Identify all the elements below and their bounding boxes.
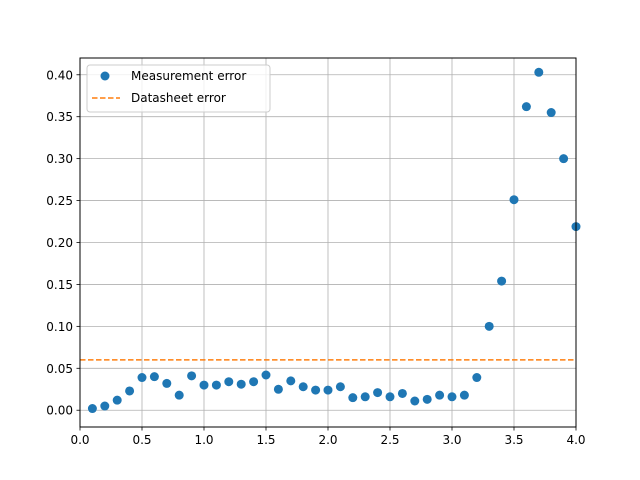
- ticks: 0.0 0.5 1.0 1.5 2.0 2.5 3.0 3.5 4.0 0.00 0.05 0.10 0…: [46, 68, 585, 447]
- series-layer: [80, 67, 581, 414]
- measurement-point: [497, 276, 507, 286]
- legend-label-measurement: Measurement error: [131, 69, 246, 83]
- measurement-point: [112, 395, 122, 405]
- y-tick-label: 0.20: [46, 236, 73, 250]
- measurement-point: [125, 386, 135, 396]
- measurement-point: [323, 385, 333, 395]
- measurement-point: [187, 371, 197, 381]
- measurement-point: [100, 401, 110, 411]
- legend-box: [86, 64, 271, 113]
- measurement-point: [211, 380, 221, 390]
- x-tick-label: 3.5: [504, 433, 523, 447]
- measurement-point: [348, 393, 358, 403]
- measurement-point: [422, 394, 432, 404]
- measurement-point: [484, 321, 494, 331]
- y-tick-label: 0.40: [46, 68, 73, 82]
- measurement-point: [224, 377, 234, 387]
- measurement-point: [174, 390, 184, 400]
- legend-marker-measurement: [100, 71, 110, 81]
- measurement-point: [261, 370, 271, 380]
- measurement-point: [509, 195, 519, 205]
- measurement-point: [546, 108, 556, 118]
- measurement-point: [137, 373, 147, 383]
- measurement-point: [521, 102, 531, 112]
- measurement-point: [149, 372, 159, 382]
- measurement-point: [435, 390, 445, 400]
- measurement-point: [559, 154, 569, 164]
- measurement-point: [410, 396, 420, 406]
- measurement-point: [249, 377, 259, 387]
- measurement-point: [162, 378, 172, 388]
- x-tick-label: 1.0: [194, 433, 213, 447]
- measurement-point: [373, 388, 383, 398]
- measurement-point: [459, 390, 469, 400]
- grid: [79, 58, 577, 427]
- x-tick-label: 0.5: [132, 433, 151, 447]
- measurement-point: [335, 382, 345, 392]
- x-tick-label: 1.5: [256, 433, 275, 447]
- y-tick-label: 0.00: [46, 404, 73, 418]
- y-tick-label: 0.05: [46, 362, 73, 376]
- measurement-point: [286, 376, 296, 386]
- legend: Measurement error Datasheet error: [86, 64, 271, 113]
- measurement-point: [199, 380, 209, 390]
- measurement-point: [236, 379, 246, 389]
- measurement-point: [397, 388, 407, 398]
- x-tick-label: 4.0: [566, 433, 585, 447]
- measurement-point: [447, 392, 457, 402]
- y-tick-label: 0.30: [46, 152, 73, 166]
- x-tick-label: 0.0: [70, 433, 89, 447]
- x-tick-label: 2.0: [318, 433, 337, 447]
- y-tick-label: 0.10: [46, 320, 73, 334]
- measurement-point: [87, 404, 97, 414]
- measurement-point: [298, 382, 308, 392]
- legend-label-datasheet: Datasheet error: [131, 91, 226, 105]
- measurement-point: [273, 384, 283, 394]
- measurement-point: [534, 67, 544, 77]
- measurement-point: [385, 392, 395, 402]
- x-tick-label: 3.0: [442, 433, 461, 447]
- y-tick-label: 0.25: [46, 194, 73, 208]
- y-tick-label: 0.35: [46, 110, 73, 124]
- x-tick-label: 2.5: [380, 433, 399, 447]
- y-tick-label: 0.15: [46, 278, 73, 292]
- measurement-point: [311, 385, 321, 395]
- measurement-point: [472, 373, 482, 383]
- measurement-point: [360, 392, 370, 402]
